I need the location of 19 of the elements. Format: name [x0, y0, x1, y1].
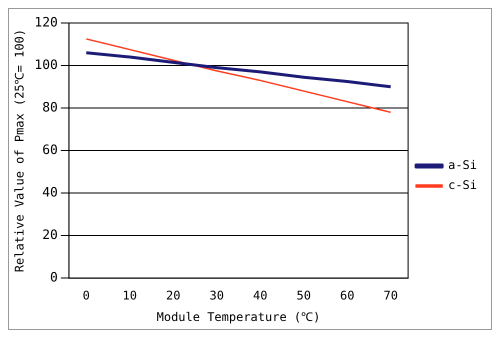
- x-tick-label: 60: [340, 288, 354, 303]
- x-tick-label: 30: [210, 288, 224, 303]
- x-tick-label: 70: [383, 288, 398, 303]
- x-tick-label: 40: [253, 288, 268, 303]
- y-tick-label: 60: [42, 142, 58, 158]
- x-tick-label: 20: [166, 288, 180, 303]
- x-tick-label: 0: [82, 288, 90, 303]
- y-tick-label: 0: [50, 270, 58, 286]
- legend-label: a-Si: [448, 158, 478, 172]
- y-tick-label: 20: [42, 228, 58, 244]
- legend-label: c-Si: [448, 178, 478, 192]
- y-axis-title: Relative Value of Pmax (25℃= 100): [12, 29, 26, 272]
- y-tick-label: 100: [34, 58, 58, 73]
- y-tick-label: 120: [34, 15, 58, 30]
- y-tick-label: 80: [42, 100, 58, 116]
- x-axis-title: Module Temperature (℃): [156, 310, 320, 324]
- y-tick-label: 40: [42, 186, 58, 201]
- x-tick-label: 50: [296, 288, 311, 303]
- x-tick-label: 10: [122, 288, 137, 303]
